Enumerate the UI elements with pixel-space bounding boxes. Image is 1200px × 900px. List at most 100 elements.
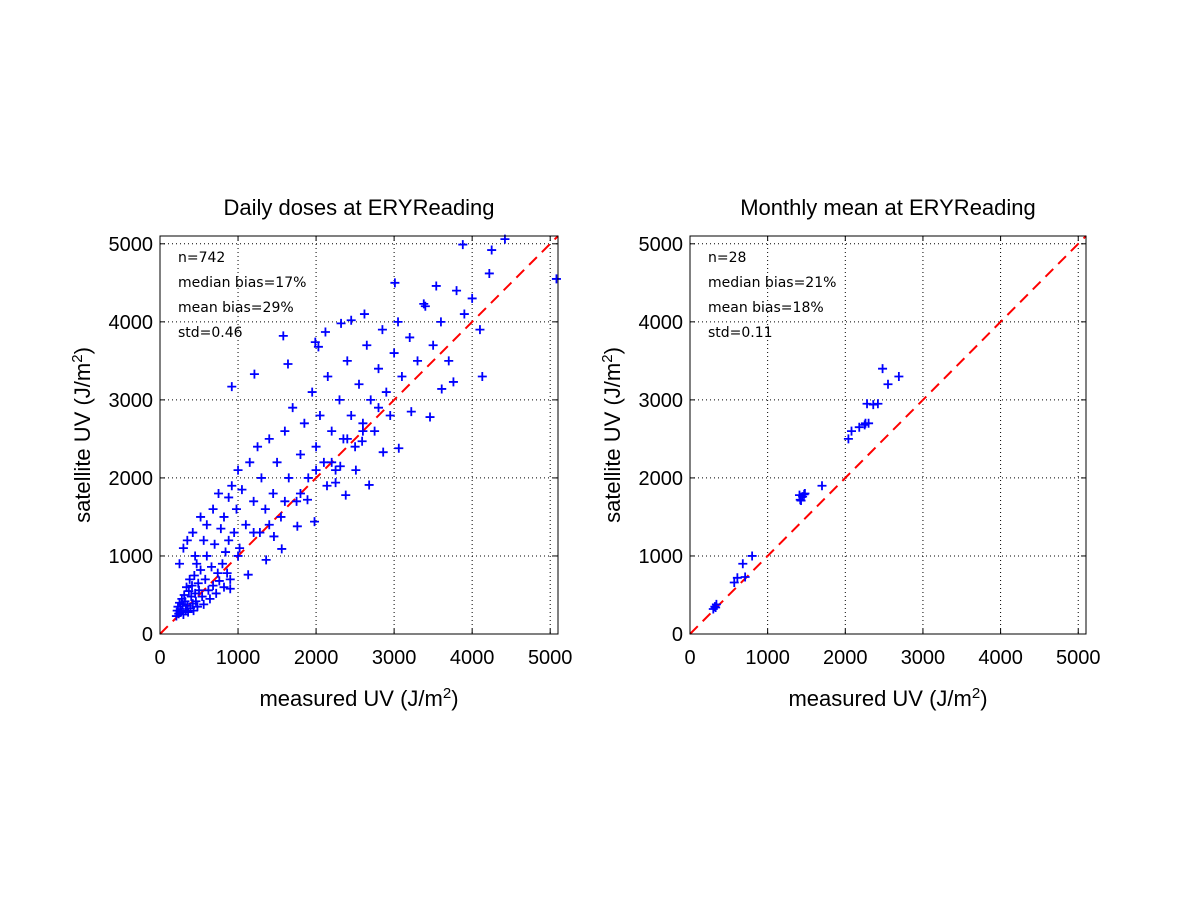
monthly-reference-line: [689, 235, 1087, 635]
monthly-y-tick-label: 2000: [639, 468, 684, 490]
monthly-data-point: [738, 559, 748, 569]
daily-y-tick-label: 3000: [109, 390, 154, 412]
monthly-y-tick-label: 0: [672, 624, 683, 646]
daily-data-point: [219, 582, 229, 592]
daily-data-point: [190, 551, 200, 561]
daily-data-point: [261, 555, 271, 565]
daily-data-point: [189, 606, 199, 616]
daily-data-point: [222, 568, 232, 578]
daily-data-point: [322, 481, 332, 491]
daily-data-point: [211, 588, 221, 598]
daily-data-point: [484, 268, 494, 278]
daily-data-point: [315, 410, 325, 420]
daily-data-point: [245, 457, 255, 467]
daily-data-point: [278, 331, 288, 341]
daily-data-point: [405, 332, 415, 342]
monthly-stat-line: mean bias=18%: [708, 300, 824, 316]
monthly-data-point: [711, 602, 721, 612]
daily-data-point: [413, 356, 423, 366]
daily-data-point: [475, 325, 485, 335]
daily-data-point: [192, 559, 202, 569]
daily-data-point: [311, 465, 321, 475]
monthly-axes-frame: [689, 235, 1087, 635]
daily-data-point: [221, 547, 231, 557]
daily-data-point: [205, 594, 215, 604]
daily-data-point: [194, 585, 204, 595]
daily-data-point: [377, 325, 387, 335]
daily-data-point: [374, 403, 384, 413]
daily-data-point: [551, 274, 561, 284]
daily-data-point: [292, 496, 302, 506]
daily-stat-line: median bias=17%: [178, 275, 306, 291]
daily-data-point: [224, 492, 234, 502]
daily-data-point: [374, 364, 384, 374]
daily-data-point: [280, 426, 290, 436]
daily-data-point: [303, 473, 313, 483]
monthly-y-tick-label: 3000: [639, 390, 684, 412]
daily-data-point: [269, 531, 279, 541]
daily-data-point: [217, 559, 227, 569]
monthly-x-tick-label: 5000: [1056, 647, 1101, 669]
daily-data-point: [249, 369, 259, 379]
monthly-data-point: [860, 420, 870, 430]
daily-data-point: [225, 574, 235, 584]
daily-data-point: [313, 342, 323, 352]
monthly-x-tick-label: 0: [684, 647, 695, 669]
daily-data-point: [253, 442, 263, 452]
monthly-x-axis-label: measured UV (J/m2): [788, 685, 987, 711]
daily-data-point: [197, 592, 207, 602]
monthly-data-point: [843, 434, 853, 444]
daily-data-point: [189, 570, 199, 580]
daily-data-point: [419, 299, 429, 309]
daily-data-point: [295, 489, 305, 499]
monthly-x-tick-label: 4000: [978, 647, 1023, 669]
daily-data-point: [381, 387, 391, 397]
daily-data-point: [233, 551, 243, 561]
daily-data-point: [272, 457, 282, 467]
daily-data-point: [283, 359, 293, 369]
daily-data-point: [260, 504, 270, 514]
daily-data-point: [437, 384, 447, 394]
monthly-data-point: [847, 426, 857, 436]
monthly-y-tick-label: 1000: [639, 546, 684, 568]
daily-y-tick-label: 0: [142, 624, 153, 646]
daily-x-tick-label: 1000: [216, 647, 261, 669]
daily-stat-line: n=742: [178, 250, 225, 266]
monthly-y-axis-label: satellite UV (J/m2): [599, 347, 625, 523]
daily-data-point: [276, 512, 286, 522]
daily-data-point: [467, 293, 477, 303]
daily-data-point: [477, 371, 487, 381]
daily-data-point: [448, 377, 458, 387]
daily-data-point: [459, 309, 469, 319]
daily-data-point: [320, 327, 330, 337]
daily-stat-line: std=0.46: [178, 325, 243, 341]
monthly-y-tick-label: 5000: [639, 234, 684, 256]
daily-data-point: [277, 544, 287, 554]
daily-x-tick-label: 5000: [528, 647, 573, 669]
daily-data-point: [264, 520, 274, 530]
monthly-data-point: [854, 422, 864, 432]
daily-data-point: [268, 489, 278, 499]
daily-data-point: [389, 348, 399, 358]
daily-axes-frame: [159, 235, 559, 635]
daily-data-point: [208, 504, 218, 514]
daily-data-point: [208, 581, 218, 591]
daily-data-point: [346, 410, 356, 420]
monthly-stat-line: n=28: [708, 250, 746, 266]
daily-data-point: [288, 403, 298, 413]
monthly-data-point: [799, 489, 809, 499]
daily-data-point: [311, 442, 321, 452]
daily-data-point: [196, 565, 206, 575]
monthly-stat-line: median bias=21%: [708, 275, 836, 291]
daily-data-point: [334, 395, 344, 405]
monthly-data-point: [883, 379, 893, 389]
daily-y-tick-label: 5000: [109, 234, 154, 256]
daily-data-point: [256, 473, 266, 483]
daily-y-tick-label: 2000: [109, 468, 154, 490]
daily-data-point: [310, 337, 320, 347]
daily-data-point: [207, 562, 217, 572]
daily-data-point: [241, 520, 251, 530]
daily-data-point: [302, 495, 312, 505]
daily-data-point: [264, 434, 274, 444]
daily-data-point: [243, 570, 253, 580]
